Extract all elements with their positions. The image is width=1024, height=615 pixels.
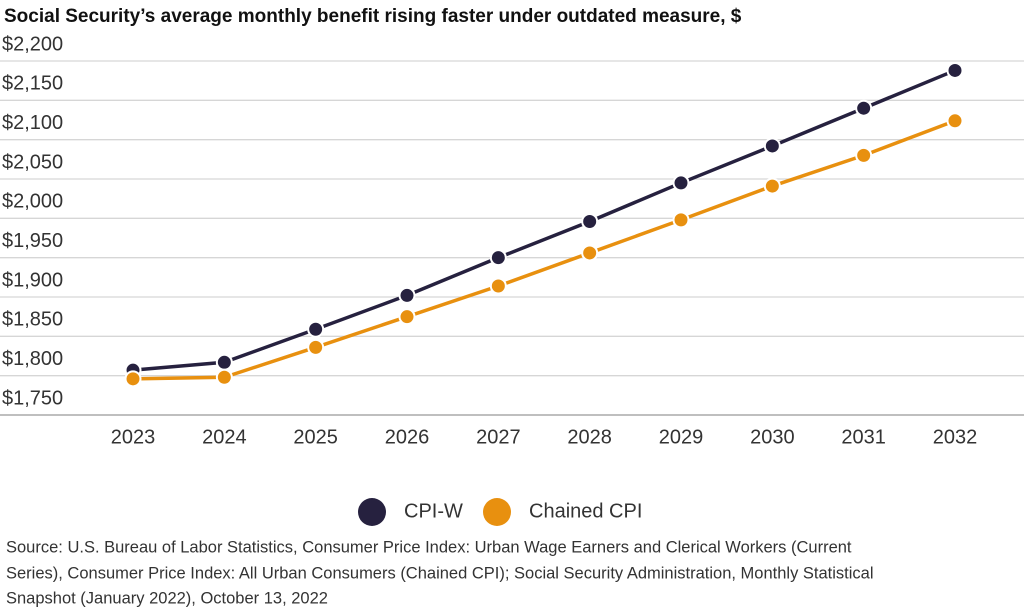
y-tick-label: $2,200	[2, 33, 63, 55]
x-tick-label: 2026	[385, 426, 430, 448]
data-point	[946, 112, 964, 130]
y-tick-label: $2,150	[2, 73, 63, 95]
x-tick-label: 2025	[293, 426, 338, 448]
x-tick-label: 2027	[476, 426, 521, 448]
data-point	[124, 370, 142, 388]
y-tick-label: $1,800	[2, 348, 63, 370]
data-point	[489, 249, 507, 267]
data-point	[581, 244, 599, 262]
x-tick-label: 2030	[750, 426, 795, 448]
data-point	[307, 338, 325, 356]
x-tick-label: 2023	[111, 426, 156, 448]
series-line	[132, 68, 956, 372]
data-point	[307, 320, 325, 338]
data-point	[398, 286, 416, 304]
source-note: Source: U.S. Bureau of Labor Statistics,…	[6, 538, 852, 556]
data-point	[672, 174, 690, 192]
source-note: Snapshot (January 2022), October 13, 202…	[6, 589, 328, 607]
data-point	[581, 212, 599, 230]
data-point	[763, 177, 781, 195]
x-tick-label: 2029	[659, 426, 704, 448]
data-point	[855, 146, 873, 164]
y-tick-label: $2,100	[2, 112, 63, 134]
y-tick-label: $2,050	[2, 151, 63, 173]
legend-marker	[483, 498, 511, 526]
legend-marker	[358, 498, 386, 526]
x-tick-label: 2028	[567, 426, 612, 448]
data-point	[489, 277, 507, 295]
data-point	[946, 61, 964, 79]
x-tick-label: 2024	[202, 426, 247, 448]
y-tick-label: $1,950	[2, 230, 63, 252]
legend-label: Chained CPI	[529, 500, 642, 522]
data-point	[672, 211, 690, 229]
data-point	[855, 99, 873, 117]
data-point	[763, 137, 781, 155]
legend-label: CPI-W	[404, 500, 463, 522]
y-tick-label: $1,750	[2, 387, 63, 409]
data-point	[215, 368, 233, 386]
y-tick-label: $1,850	[2, 309, 63, 331]
data-point	[215, 353, 233, 371]
source-note: Series), Consumer Price Index: All Urban…	[6, 564, 874, 582]
chart-title: Social Security’s average monthly benefi…	[4, 6, 742, 27]
data-point	[398, 308, 416, 326]
series-line	[132, 119, 956, 381]
x-tick-label: 2031	[841, 426, 886, 448]
x-tick-label: 2032	[933, 426, 978, 448]
y-tick-label: $1,900	[2, 269, 63, 291]
y-tick-label: $2,000	[2, 191, 63, 213]
